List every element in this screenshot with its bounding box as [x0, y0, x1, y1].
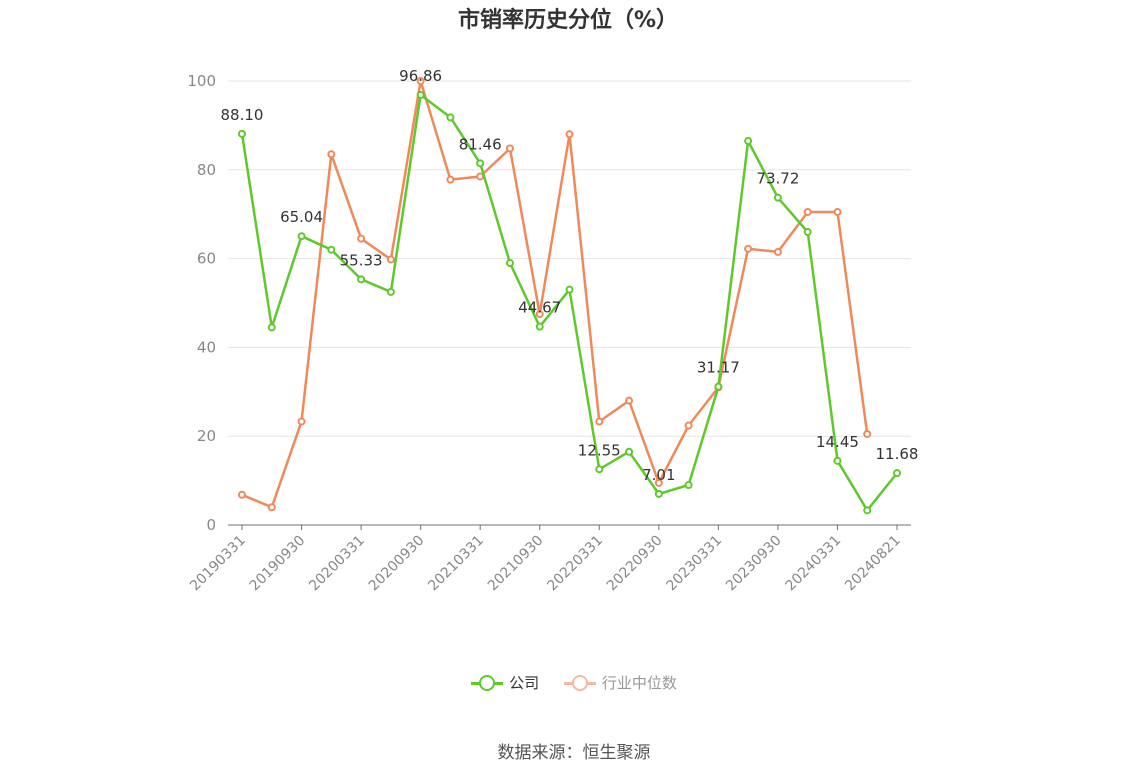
series-0-point-16 [714, 382, 723, 391]
y-tick-label-100: 100 [187, 72, 216, 90]
series-0-point-4 [357, 275, 366, 284]
series-1-point-12 [595, 417, 604, 426]
label-layer: 88.10 65.04 55.33 96.86 81.46 44.67 12.55 7.01 3… [221, 67, 919, 484]
data-label-22: 11.68 [876, 445, 919, 463]
series-1-point-19 [803, 207, 812, 216]
x-tick-label-20230331: 20230331 [663, 533, 725, 595]
series-0-point-11 [565, 285, 574, 294]
line-chart: 0 20 40 60 80 100 2019033120190930202003312020… [187, 67, 919, 594]
series-0-point-10 [535, 322, 544, 331]
series-line-1 [241, 79, 869, 509]
series-1-point-20 [833, 207, 842, 216]
legend-company-swatch-icon [471, 674, 504, 691]
y-tick-label-60: 60 [197, 250, 216, 268]
x-tick-label-20230930: 20230930 [723, 533, 785, 595]
legend-industry-label: 行业中位数 [601, 674, 677, 692]
series-1-point-18 [773, 247, 782, 256]
series-0-point-21 [863, 506, 872, 515]
data-label-2: 65.04 [280, 208, 323, 226]
legend-industry-swatch-icon [563, 674, 596, 691]
data-label-6: 96.86 [399, 67, 442, 85]
x-tick-label-20210331: 20210331 [425, 533, 487, 595]
y-tick-label-80: 80 [197, 161, 216, 179]
data-label-14: 7.01 [642, 466, 675, 484]
data-label-12: 12.55 [578, 441, 621, 459]
series-0-point-12 [595, 465, 604, 474]
series-0-point-20 [833, 456, 842, 465]
series-0-point-9 [505, 259, 514, 268]
series-1-point-5 [386, 255, 395, 264]
series-0-point-13 [625, 447, 634, 456]
x-tick-label-20200331: 20200331 [306, 533, 368, 595]
series-line-0 [240, 93, 898, 512]
data-label-4: 55.33 [340, 251, 383, 269]
legend-item-industry-median[interactable]: 行业中位数 [563, 672, 677, 693]
y-tick-label-0: 0 [206, 516, 216, 534]
data-label-10: 44.67 [518, 299, 561, 317]
chart-title: 市销率历史分位（%） [457, 8, 679, 33]
legend-company-label: 公司 [509, 674, 540, 692]
series-1-point-14 [654, 478, 663, 487]
series-1-point-7 [446, 175, 455, 184]
series-0-point-19 [803, 227, 812, 236]
series-0-point-7 [446, 113, 455, 122]
series-0-point-8 [476, 159, 485, 168]
series-1-point-13 [625, 396, 634, 405]
x-tick-label-20190331: 20190331 [187, 533, 249, 595]
x-tick-label-20240331: 20240331 [783, 533, 845, 595]
x-tick-label-20190930: 20190930 [247, 533, 309, 595]
data-label-16: 31.17 [697, 359, 740, 377]
series-0-point-15 [684, 481, 693, 490]
series-0-point-6 [416, 90, 425, 99]
data-label-18: 73.72 [756, 170, 799, 188]
series-1-point-4 [357, 234, 366, 243]
series-1-point-10 [535, 310, 544, 319]
series-1-point-9 [505, 144, 514, 153]
series-1-point-17 [744, 244, 753, 253]
series-0-point-5 [386, 287, 395, 296]
series-0-point-0 [238, 129, 246, 138]
x-tick-label-20220930: 20220930 [604, 533, 666, 595]
series-1-point-6 [416, 77, 425, 85]
series-0-point-17 [744, 136, 753, 145]
axis-layer: 0 20 40 60 80 100 2019033120190930202003312020… [187, 72, 911, 594]
y-tick-label-40: 40 [197, 338, 216, 356]
series-1-point-15 [684, 421, 693, 430]
series-0-point-2 [297, 232, 306, 241]
data-label-0: 88.10 [221, 106, 264, 124]
data-source: 数据来源：恒生聚源 [497, 743, 651, 763]
series-1-point-11 [565, 130, 574, 139]
series-layer [238, 77, 901, 515]
series-1-point-2 [297, 417, 306, 426]
series-0-point-14 [654, 489, 663, 498]
data-label-8: 81.46 [459, 135, 502, 153]
y-tick-label-20: 20 [197, 427, 216, 445]
series-0-point-18 [773, 193, 782, 202]
series-0-point-22 [893, 469, 901, 478]
data-label-20: 14.45 [816, 433, 859, 451]
x-tick-label-20220331: 20220331 [544, 533, 606, 595]
series-1-point-0 [238, 490, 246, 499]
x-tick-label-20240821: 20240821 [842, 533, 904, 595]
legend: 公司 行业中位数 [0, 672, 1148, 695]
series-0-point-1 [267, 323, 276, 332]
series-0-point-3 [327, 245, 336, 254]
x-tick-label-20210930: 20210930 [485, 533, 547, 595]
series-1-point-3 [327, 150, 336, 159]
legend-item-company[interactable]: 公司 [471, 672, 539, 693]
series-1-point-21 [863, 429, 872, 438]
series-1-point-1 [267, 503, 276, 512]
x-tick-label-20200930: 20200930 [366, 533, 428, 595]
